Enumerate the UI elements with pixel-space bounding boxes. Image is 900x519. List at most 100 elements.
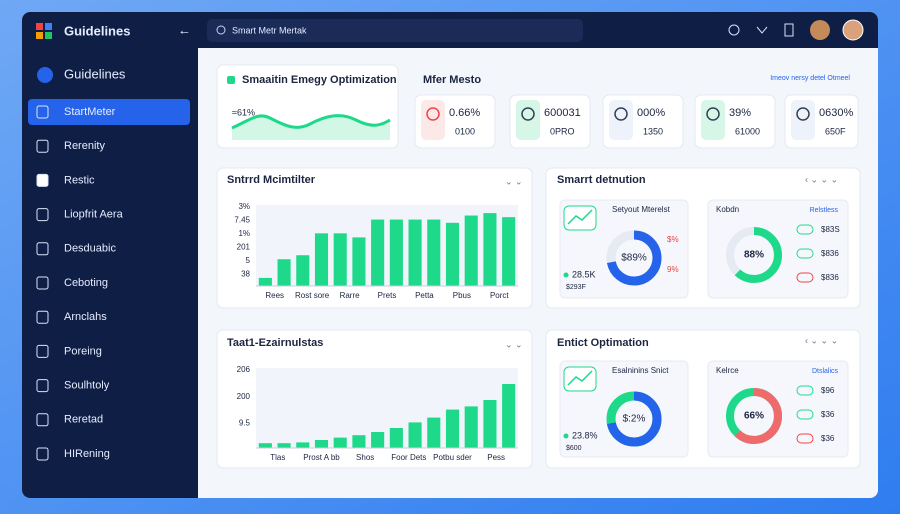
x-tick-label: Tlas — [270, 453, 285, 462]
nav-item[interactable]: Ceboting — [64, 277, 108, 289]
dot — [563, 433, 569, 439]
y-tick-label: 206 — [237, 365, 251, 374]
y-tick-label: 200 — [237, 392, 251, 401]
bar — [445, 222, 460, 286]
sub-link[interactable]: Relstless — [810, 207, 839, 214]
meters-note[interactable]: Imeov nersy detel Otmeel — [770, 75, 850, 82]
panel2-title: Entict Optimation — [557, 337, 649, 349]
nav-item[interactable]: StartMeter — [64, 106, 116, 118]
bar — [427, 219, 441, 286]
nav-active[interactable] — [28, 99, 190, 125]
bar — [464, 215, 478, 286]
chevron[interactable]: ‹ ⌄ ⌄ ⌄ — [805, 335, 838, 345]
chevron[interactable]: ‹ ⌄ ⌄ ⌄ — [805, 174, 838, 184]
chart-icon-line — [567, 209, 593, 225]
donut-arc — [606, 230, 662, 286]
x-tick-label: Rees — [265, 291, 284, 300]
bar — [371, 219, 385, 286]
nav-item[interactable]: Restic — [64, 174, 95, 186]
sub-title: Esalninins Snict — [612, 366, 669, 375]
nav-item[interactable]: Liopfrit Aera — [64, 209, 124, 221]
nav-icon — [36, 105, 49, 119]
nav-item[interactable]: HIRening — [64, 448, 110, 460]
x-tick-label: Prets — [378, 291, 397, 300]
avatar[interactable] — [842, 19, 864, 41]
nav-item[interactable]: Poreing — [64, 345, 102, 357]
donut-center: 66% — [744, 411, 764, 422]
nav-item[interactable]: Rerenity — [64, 140, 105, 152]
sub-link[interactable]: Dtslalics — [812, 368, 839, 375]
collapse[interactable]: ← — [178, 22, 191, 37]
bar — [445, 409, 460, 448]
chart1-title: Sntrrd Mcimtilter — [227, 174, 316, 186]
chart-icon-line — [567, 370, 593, 386]
sub-title: Kobdn — [716, 205, 739, 214]
icon[interactable] — [728, 24, 740, 36]
x-tick-label: Rarre — [340, 291, 361, 300]
x-tick-label: Pess — [487, 453, 505, 462]
chevron[interactable]: ⌄ ⌄ — [505, 176, 523, 186]
bar — [352, 237, 366, 286]
overview-title: Smaaitin Emegy Optimization — [242, 74, 397, 86]
x-tick-label: Rost sore — [295, 291, 330, 300]
meters-title: Mfer Mesto — [423, 74, 481, 86]
search-text[interactable]: Smart Metr Mertak — [232, 25, 307, 35]
bar — [314, 233, 329, 286]
row-value: $96 — [821, 386, 835, 395]
area — [232, 115, 390, 140]
bar — [408, 422, 422, 448]
meter-value: 600031 — [544, 107, 581, 119]
avatar[interactable] — [810, 20, 830, 40]
search-icon — [216, 25, 226, 35]
x-tick-label: Petta — [415, 291, 434, 300]
chevron[interactable]: ⌄ ⌄ — [505, 339, 523, 349]
nav-icon — [36, 208, 49, 222]
meter-sub: 61000 — [735, 126, 760, 136]
bar — [333, 437, 347, 448]
meter-icon — [426, 107, 440, 121]
bar — [502, 384, 516, 448]
nav-icon — [36, 242, 49, 256]
bar — [483, 400, 497, 448]
chart2-title: Taat1-Ezairnulstas — [227, 337, 323, 349]
nav-icon — [36, 379, 49, 393]
stat-sub: $600 — [566, 445, 582, 452]
search-box[interactable] — [207, 19, 583, 42]
plot-bg — [256, 368, 518, 448]
meter-value: 000% — [637, 107, 665, 119]
nav-item[interactable]: Reretad — [64, 414, 103, 426]
nav-item[interactable]: Arnclahs — [64, 311, 107, 323]
nav-icon — [36, 310, 49, 324]
row-value: $36 — [821, 434, 835, 443]
donut-center: $:2% — [623, 414, 646, 425]
sub-title: Setyout Mterelst — [612, 205, 671, 214]
panel1-title: Smarrt detnution — [557, 174, 646, 186]
donut-center: $89% — [621, 253, 647, 264]
bar — [464, 406, 478, 448]
pill — [796, 224, 814, 235]
nav-icon — [36, 447, 49, 461]
brand: Guidelines — [64, 23, 130, 38]
line — [231, 114, 391, 130]
icon[interactable] — [784, 23, 794, 37]
row-value: $83S — [821, 225, 840, 234]
bar — [502, 217, 516, 286]
nav-icon — [36, 344, 49, 358]
nav-item[interactable]: Desduabic — [64, 243, 116, 255]
nav-icon — [36, 173, 49, 187]
stat: 23.8% — [572, 430, 598, 440]
bar — [277, 443, 291, 448]
bar — [371, 432, 385, 448]
icon[interactable] — [756, 26, 768, 34]
bar — [333, 233, 347, 286]
x-tick-label: Shos — [356, 453, 374, 462]
bar — [277, 259, 291, 286]
icon — [227, 76, 235, 84]
bar — [427, 417, 441, 448]
nav-icon — [36, 276, 49, 290]
meter-sub: 650F — [825, 126, 846, 136]
row-value: $36 — [821, 410, 835, 419]
dot — [563, 272, 569, 278]
meter-sub: 0100 — [455, 126, 475, 136]
nav-item[interactable]: Soulhtoly — [64, 380, 110, 392]
